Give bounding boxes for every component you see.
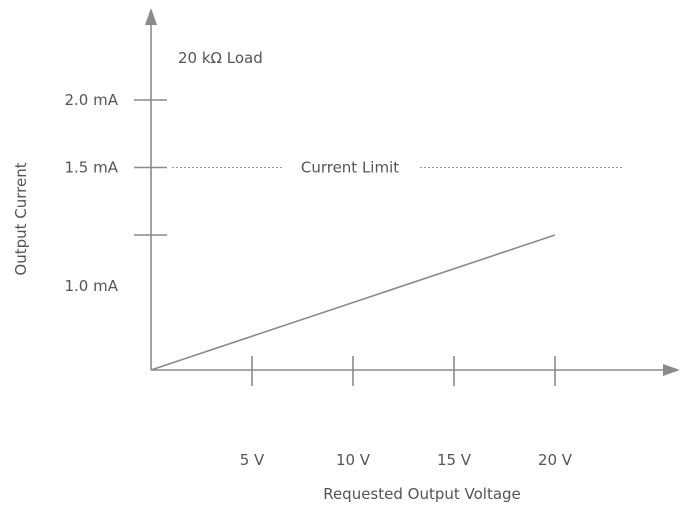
- current-limit-group: Current Limit: [172, 159, 624, 177]
- x-axis-arrow-icon: [663, 364, 680, 376]
- y-axis-title: Output Current: [12, 162, 30, 275]
- current-limit-label: Current Limit: [301, 159, 399, 177]
- y-axis-arrow-icon: [145, 8, 157, 25]
- x-tick-label: 20 V: [538, 451, 573, 469]
- load-annotation: 20 kΩ Load: [178, 49, 263, 67]
- x-axis-title: Requested Output Voltage: [323, 485, 521, 503]
- x-tick-label: 15 V: [437, 451, 472, 469]
- labels: 5 V 10 V 15 V 20 V 1.0 mA 1.5 mA 2.0 mA 20 kΩ L…: [12, 49, 573, 503]
- x-tick-label: 5 V: [240, 451, 265, 469]
- series-line: [150, 234, 556, 371]
- x-tick-label: 10 V: [336, 451, 371, 469]
- series: [150, 234, 556, 371]
- axes: [145, 8, 680, 376]
- y-tick-label: 1.5 mA: [65, 159, 119, 177]
- y-tick-label: 2.0 mA: [65, 91, 119, 109]
- ticks: [134, 99, 556, 386]
- y-tick-label: 1.0 mA: [65, 277, 119, 295]
